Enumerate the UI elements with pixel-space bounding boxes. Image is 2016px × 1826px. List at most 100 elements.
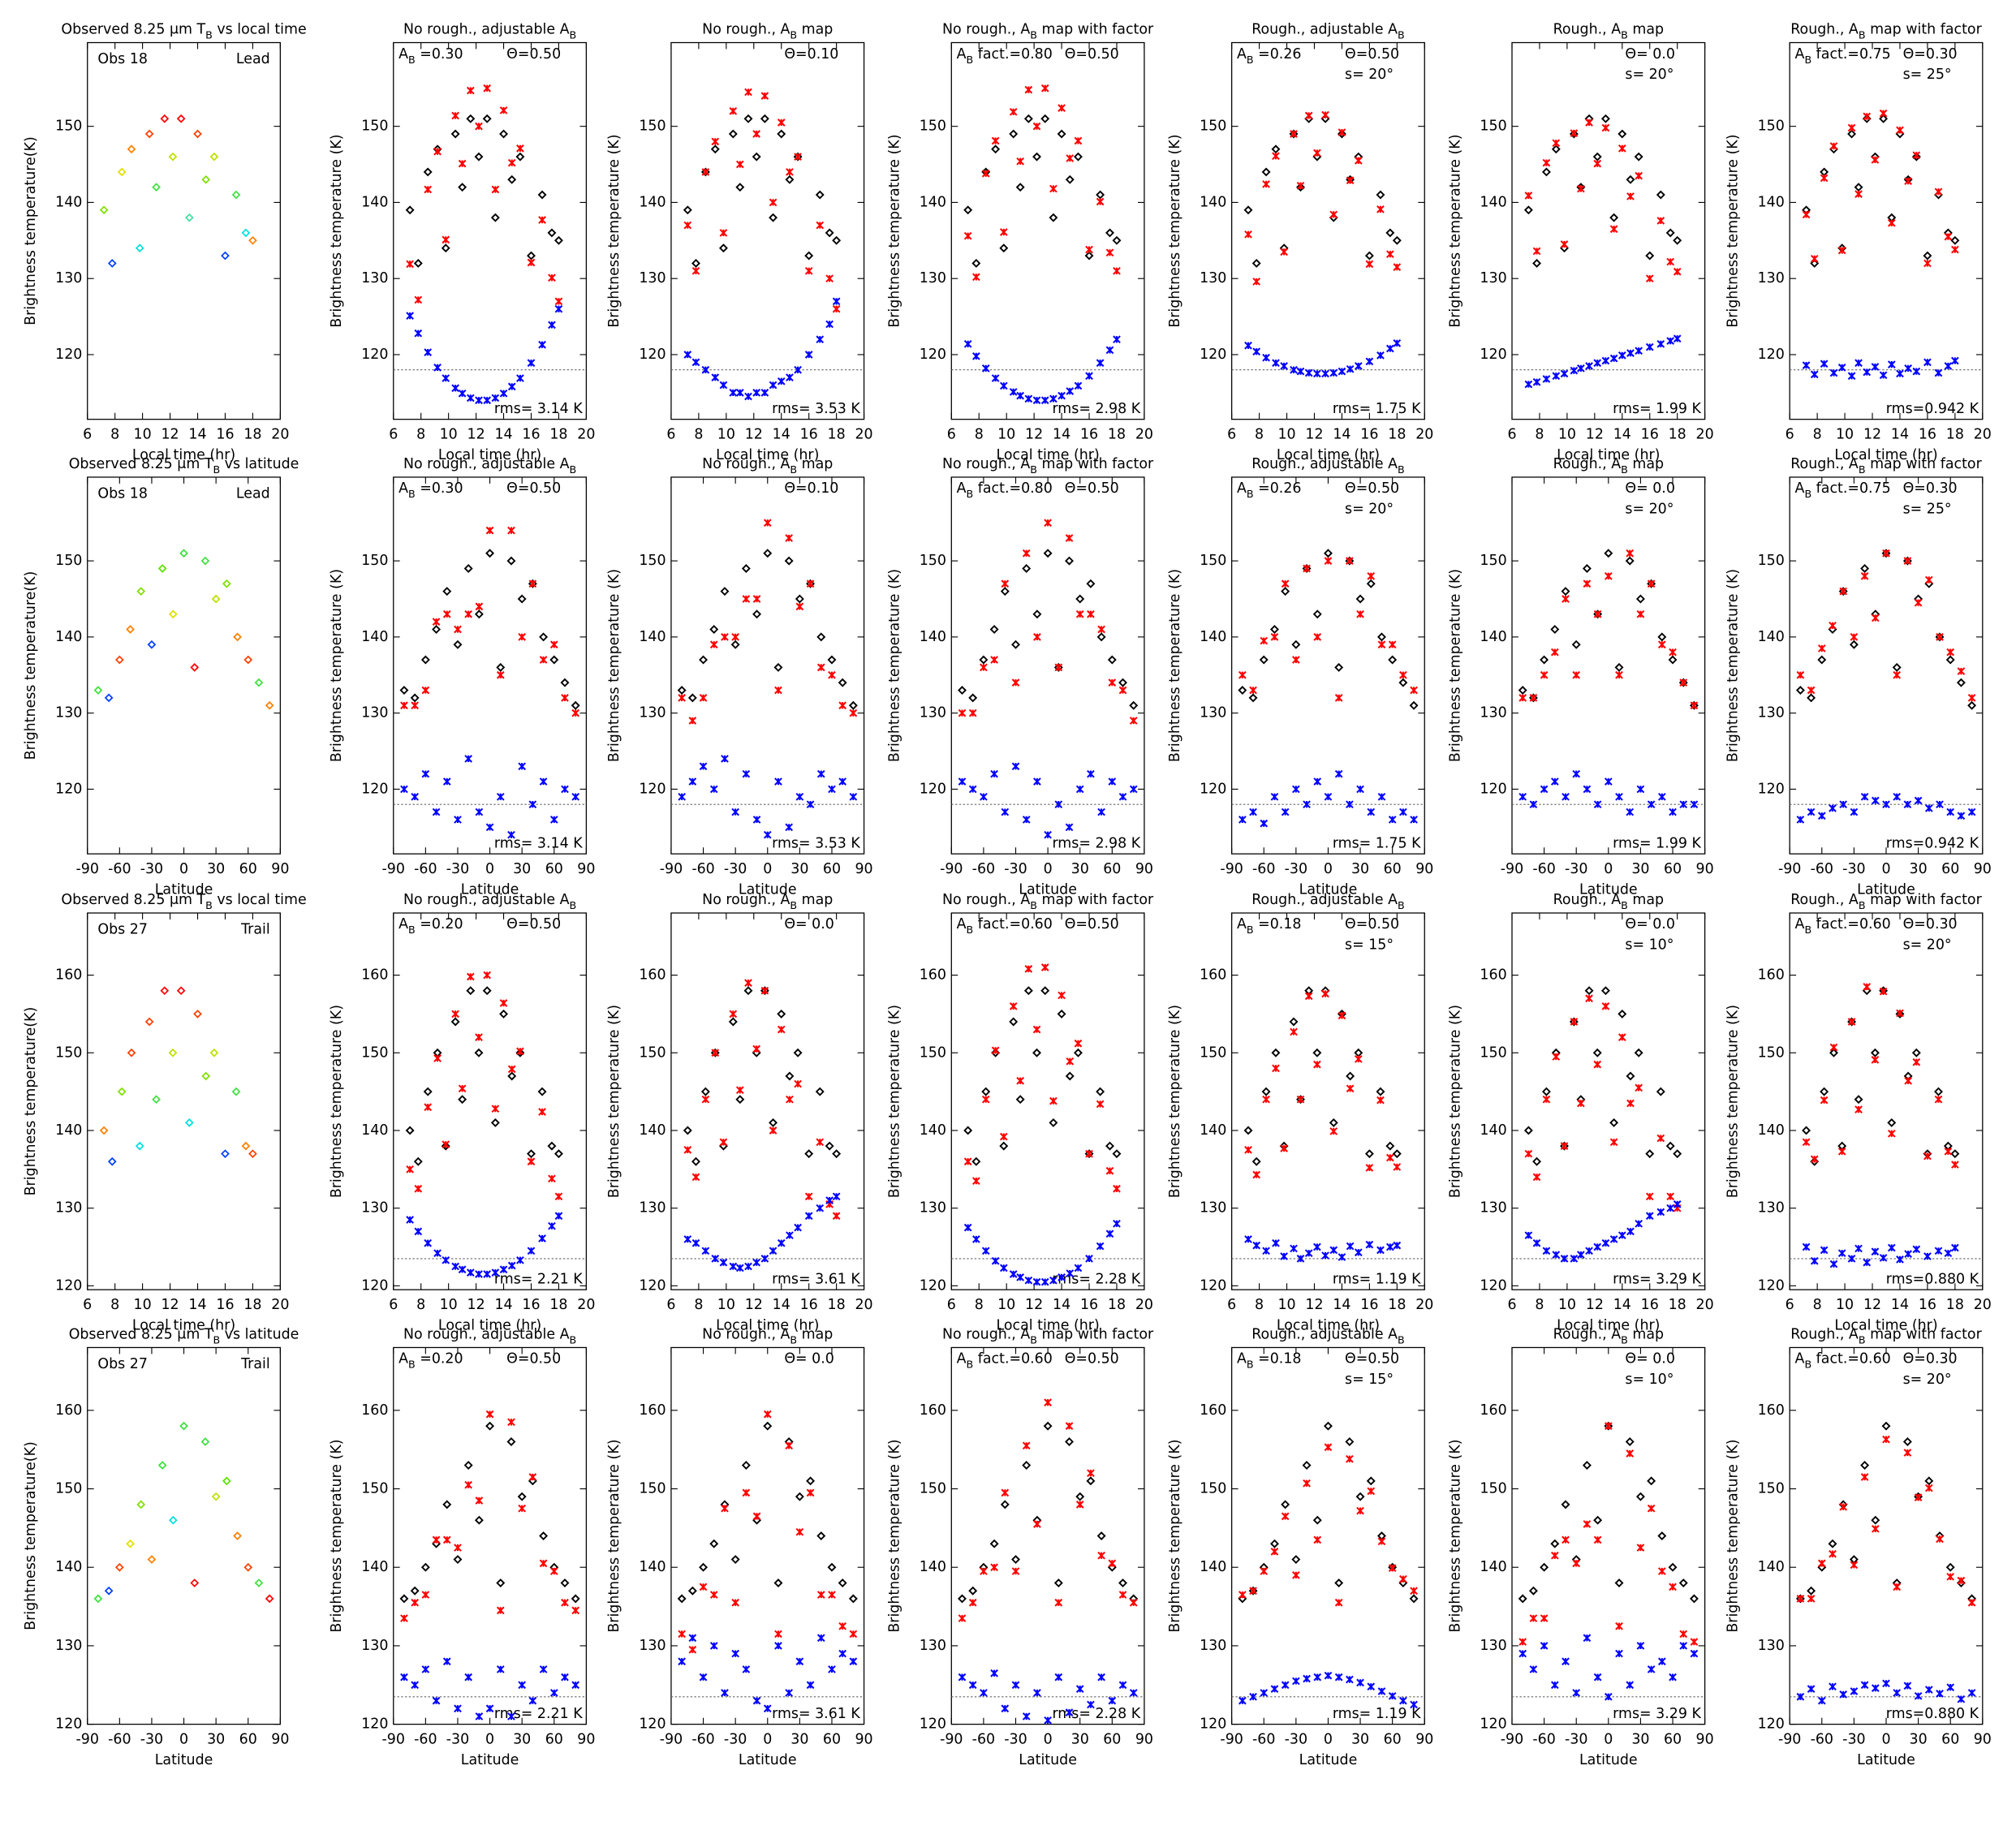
model-point [1385,1153,1394,1162]
y-axis-label: Brightness temperature (K) [1167,569,1183,762]
residual-point [432,1696,441,1705]
observed-point [190,1578,200,1587]
x-axis-label: Local time (hr) [1557,447,1660,463]
panel-title: Rough., AB map with factor [1790,456,1982,476]
residual-point [719,1258,728,1267]
model-point [1022,549,1031,558]
x-tick-label: 90 [855,1732,872,1748]
observed-point [691,1156,700,1166]
model-point [475,122,483,131]
model-point [1024,965,1033,973]
observed-point [176,114,186,123]
model-point [1934,187,1943,196]
residual-point [1085,372,1093,381]
panel-title: No rough., adjustable AB [403,892,576,911]
y-tick-label: 120 [1758,1277,1785,1294]
parameter-label-run: A [957,1351,967,1367]
residual-point [475,1712,484,1720]
observed-point [804,1149,814,1159]
residual-point [1957,812,1966,820]
model-point [1338,128,1346,137]
x-tick-label: 6 [1227,427,1236,443]
residual-point [483,1270,492,1278]
observed-point [1366,1476,1376,1486]
x-axis-label: Latitude [739,881,797,898]
model-point [1388,1564,1397,1573]
y-tick-label: 140 [1480,629,1506,645]
model-point [491,1105,500,1113]
x-tick-label: 12 [1863,427,1881,443]
model-point [571,1606,580,1615]
model-point [411,1598,420,1607]
model-point [972,273,980,282]
x-tick-label: 12 [467,427,485,443]
residual-point [1356,1678,1364,1687]
y-tick-label: 130 [1758,705,1785,721]
x-tick-label: 16 [216,427,234,443]
residual-point [1542,375,1551,383]
model-point [1820,1096,1829,1105]
residual-point [1951,1243,1959,1252]
residual-point [1032,1277,1041,1286]
observed-point [144,1017,154,1027]
model-point [433,1054,442,1062]
model-point [1260,1567,1269,1575]
observation-label: Lead [236,51,270,67]
parameter-label: Θ= 0.0 [1625,46,1675,62]
model-point [1252,278,1261,286]
panel-title-run: Rough., adjustable A [1251,1327,1398,1343]
plot-frame [393,912,588,1290]
observed-point [1364,251,1374,261]
y-tick-label: 130 [55,1200,82,1217]
x-tick-label: 12 [1305,1297,1323,1313]
residual-point [699,1673,708,1682]
model-point [475,1033,483,1041]
x-axis-label: Latitude [1299,881,1358,898]
rms-label: rms= 3.61 K [772,1271,860,1287]
residual-point [1238,816,1247,824]
observed-point [485,549,495,558]
observed-point [1105,228,1114,238]
x-tick-label: -60 [1252,1732,1275,1748]
observed-point [1065,174,1075,184]
residual-point [1923,1252,1932,1260]
observed-point [1956,678,1966,687]
observed-point [168,152,178,161]
x-tick-label: 12 [467,1297,485,1313]
x-tick-label: 16 [216,1297,234,1313]
y-tick-label: 120 [361,347,388,363]
residual-point [406,312,414,320]
panel-title: No rough., AB map [702,22,833,41]
x-tick-label: 14 [1613,427,1631,443]
model-point [804,266,813,275]
model-point [1820,174,1829,183]
observed-point [1523,205,1533,215]
residual-point [991,1256,1000,1265]
y-tick-label: 160 [361,967,388,984]
model-point [769,1126,778,1135]
model-point [1058,991,1066,1000]
observed-point [233,1531,242,1540]
parameter-label-run: B [967,1359,974,1371]
residual-point [1260,1689,1269,1697]
parameter-label-run: B [1804,54,1811,66]
panel-title-run: Rough., adjustable A [1251,892,1398,908]
residual-point [1346,800,1354,809]
y-tick-label: 130 [1480,270,1506,286]
residual-point [1399,807,1407,816]
parameter-label-run: B [1247,488,1254,500]
residual-point [1388,1691,1397,1700]
residual-point [1839,1690,1848,1699]
residual-point [1385,344,1394,353]
observed-point [466,114,476,123]
observed-point [222,579,231,588]
x-tick-label: 14 [773,427,790,443]
panel-title-run: B [569,899,576,911]
residual-point [454,816,462,824]
model-point [1113,1184,1121,1193]
observed-point [136,587,146,596]
x-tick-label: 10 [997,1297,1015,1313]
x-tick-label: -60 [691,1732,714,1748]
observed-point [1950,235,1960,245]
residual-point [1656,1208,1665,1217]
